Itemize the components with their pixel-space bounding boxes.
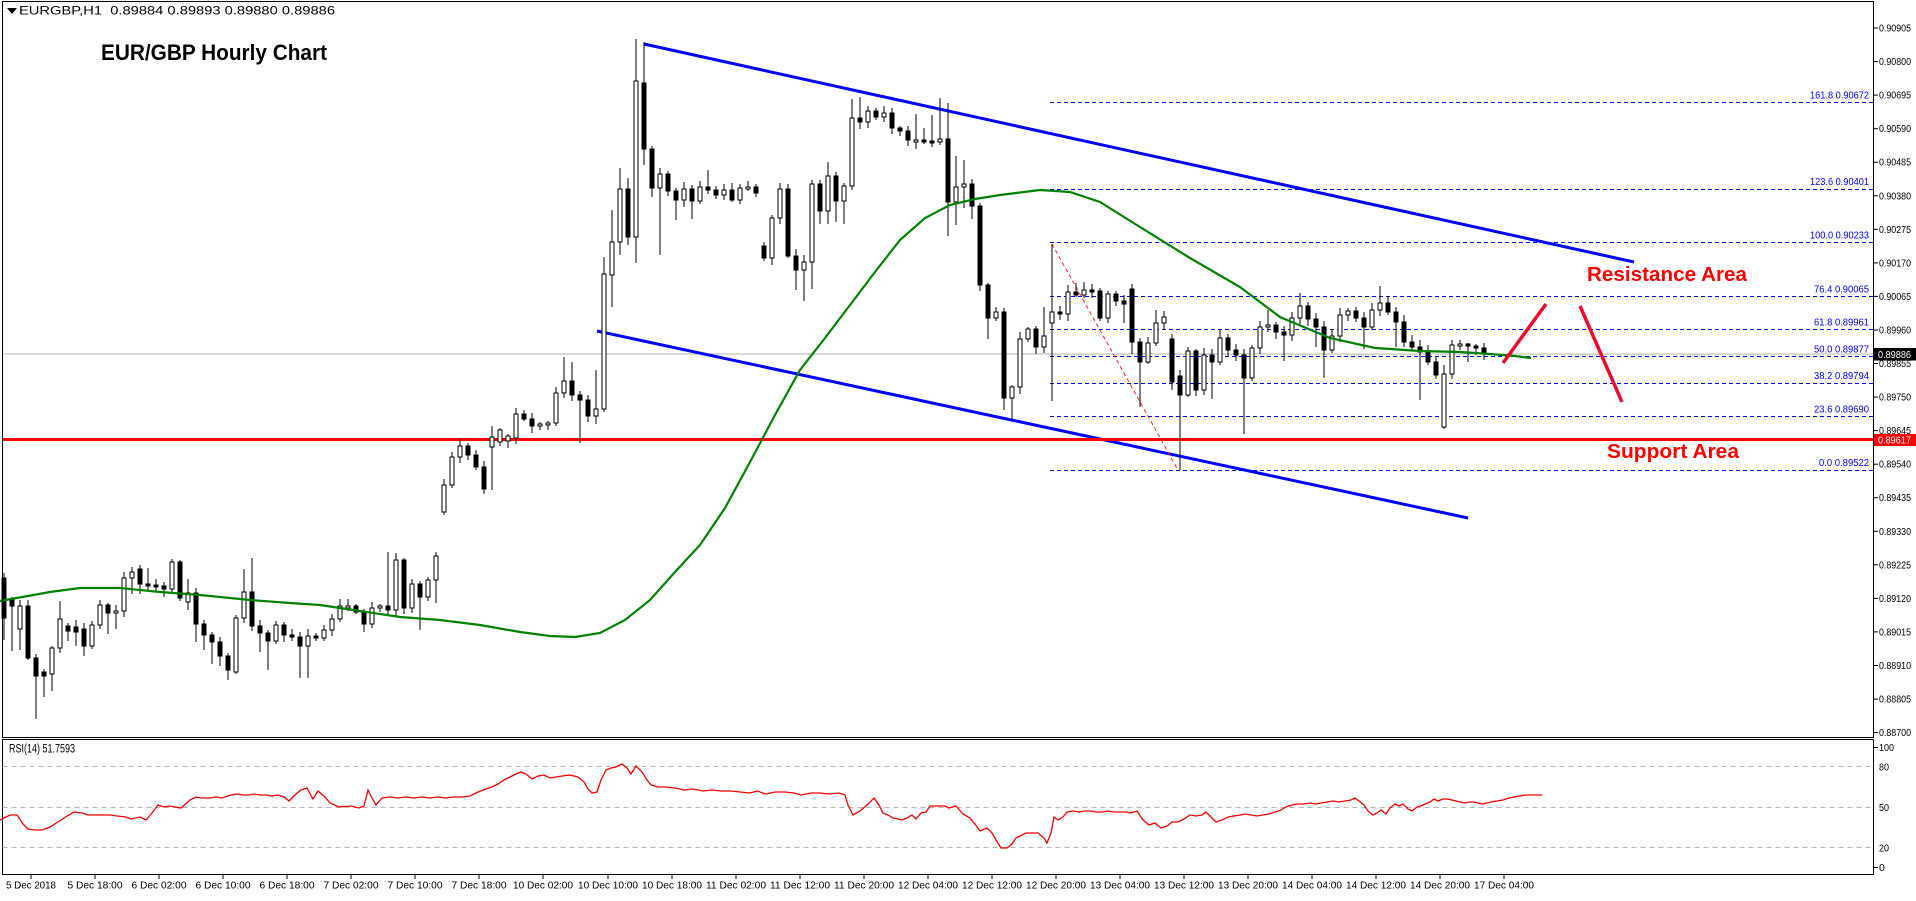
svg-text:5 Dec 2018: 5 Dec 2018 xyxy=(6,880,56,892)
svg-text:0.89617: 0.89617 xyxy=(1878,435,1911,447)
svg-text:61.8 0.89961: 61.8 0.89961 xyxy=(1814,318,1869,329)
svg-text:80: 80 xyxy=(1879,762,1889,774)
svg-text:12 Dec 12:00: 12 Dec 12:00 xyxy=(962,880,1022,892)
svg-text:23.6 0.89690: 23.6 0.89690 xyxy=(1814,404,1869,415)
svg-text:6 Dec 18:00: 6 Dec 18:00 xyxy=(260,880,315,892)
svg-text:7 Dec 10:00: 7 Dec 10:00 xyxy=(388,880,443,892)
svg-text:0.89750: 0.89750 xyxy=(1879,392,1911,404)
svg-text:50.0 0.89877: 50.0 0.89877 xyxy=(1814,345,1869,356)
svg-text:76.4 0.90065: 76.4 0.90065 xyxy=(1814,284,1869,295)
svg-text:100.0 0.90233: 100.0 0.90233 xyxy=(1810,231,1869,242)
svg-text:0.90905: 0.90905 xyxy=(1879,23,1911,35)
svg-text:13 Dec 04:00: 13 Dec 04:00 xyxy=(1090,880,1150,892)
svg-text:0.89330: 0.89330 xyxy=(1879,526,1911,538)
svg-text:0.90485: 0.90485 xyxy=(1879,157,1911,169)
svg-text:0.90065: 0.90065 xyxy=(1879,291,1911,303)
svg-text:14 Dec 20:00: 14 Dec 20:00 xyxy=(1410,880,1470,892)
svg-text:7 Dec 18:00: 7 Dec 18:00 xyxy=(452,880,507,892)
svg-text:0.88910: 0.88910 xyxy=(1879,660,1911,672)
svg-text:38.2 0.89794: 38.2 0.89794 xyxy=(1814,371,1869,382)
svg-text:0.88700: 0.88700 xyxy=(1879,727,1911,739)
svg-text:5 Dec 18:00: 5 Dec 18:00 xyxy=(68,880,123,892)
svg-text:50: 50 xyxy=(1879,802,1889,814)
svg-text:123.6 0.90401: 123.6 0.90401 xyxy=(1810,177,1869,188)
svg-text:13 Dec 20:00: 13 Dec 20:00 xyxy=(1218,880,1278,892)
svg-text:0.89886: 0.89886 xyxy=(1878,349,1911,361)
svg-text:0.88805: 0.88805 xyxy=(1879,694,1911,706)
svg-text:6 Dec 02:00: 6 Dec 02:00 xyxy=(132,880,187,892)
svg-text:Support Area: Support Area xyxy=(1607,441,1740,463)
svg-text:0.89225: 0.89225 xyxy=(1879,559,1911,571)
svg-text:20: 20 xyxy=(1879,843,1889,855)
svg-text:14 Dec 04:00: 14 Dec 04:00 xyxy=(1282,880,1342,892)
svg-text:EUR/GBP Hourly Chart: EUR/GBP Hourly Chart xyxy=(101,40,328,65)
svg-text:6 Dec 10:00: 6 Dec 10:00 xyxy=(196,880,251,892)
svg-text:0.90380: 0.90380 xyxy=(1879,190,1911,202)
svg-text:0.89120: 0.89120 xyxy=(1879,593,1911,605)
svg-text:10 Dec 02:00: 10 Dec 02:00 xyxy=(513,880,573,892)
svg-text:0.89855: 0.89855 xyxy=(1879,358,1911,370)
svg-text:0.90170: 0.90170 xyxy=(1879,257,1911,269)
svg-text:0.89960: 0.89960 xyxy=(1879,325,1911,337)
svg-text:0.90800: 0.90800 xyxy=(1879,56,1911,68)
svg-text:7 Dec 02:00: 7 Dec 02:00 xyxy=(324,880,379,892)
svg-text:100: 100 xyxy=(1879,742,1894,754)
svg-text:0.89435: 0.89435 xyxy=(1879,492,1911,504)
svg-text:0.90275: 0.90275 xyxy=(1879,224,1911,236)
svg-text:17 Dec 04:00: 17 Dec 04:00 xyxy=(1474,880,1534,892)
svg-text:RSI(14) 51.7593: RSI(14) 51.7593 xyxy=(9,744,75,756)
svg-text:EURGBP,H1 0.89884 0.89893 0.8: EURGBP,H1 0.89884 0.89893 0.89880 0.8988… xyxy=(19,4,335,18)
svg-text:11 Dec 20:00: 11 Dec 20:00 xyxy=(834,880,894,892)
svg-text:12 Dec 04:00: 12 Dec 04:00 xyxy=(898,880,958,892)
svg-text:0.90590: 0.90590 xyxy=(1879,123,1911,135)
svg-text:0.90695: 0.90695 xyxy=(1879,90,1911,102)
svg-text:10 Dec 18:00: 10 Dec 18:00 xyxy=(642,880,702,892)
svg-text:11 Dec 02:00: 11 Dec 02:00 xyxy=(706,880,766,892)
svg-text:0.89015: 0.89015 xyxy=(1879,626,1911,638)
svg-text:0.0 0.89522: 0.0 0.89522 xyxy=(1819,458,1869,469)
svg-text:161.8 0.90672: 161.8 0.90672 xyxy=(1810,91,1869,102)
svg-text:14 Dec 12:00: 14 Dec 12:00 xyxy=(1346,880,1406,892)
svg-text:0.89540: 0.89540 xyxy=(1879,459,1911,471)
svg-text:10 Dec 10:00: 10 Dec 10:00 xyxy=(578,880,638,892)
svg-text:0: 0 xyxy=(1879,862,1885,874)
svg-text:13 Dec 12:00: 13 Dec 12:00 xyxy=(1154,880,1214,892)
svg-text:11 Dec 12:00: 11 Dec 12:00 xyxy=(770,880,830,892)
svg-text:12 Dec 20:00: 12 Dec 20:00 xyxy=(1026,880,1086,892)
svg-text:Resistance Area: Resistance Area xyxy=(1587,264,1748,286)
